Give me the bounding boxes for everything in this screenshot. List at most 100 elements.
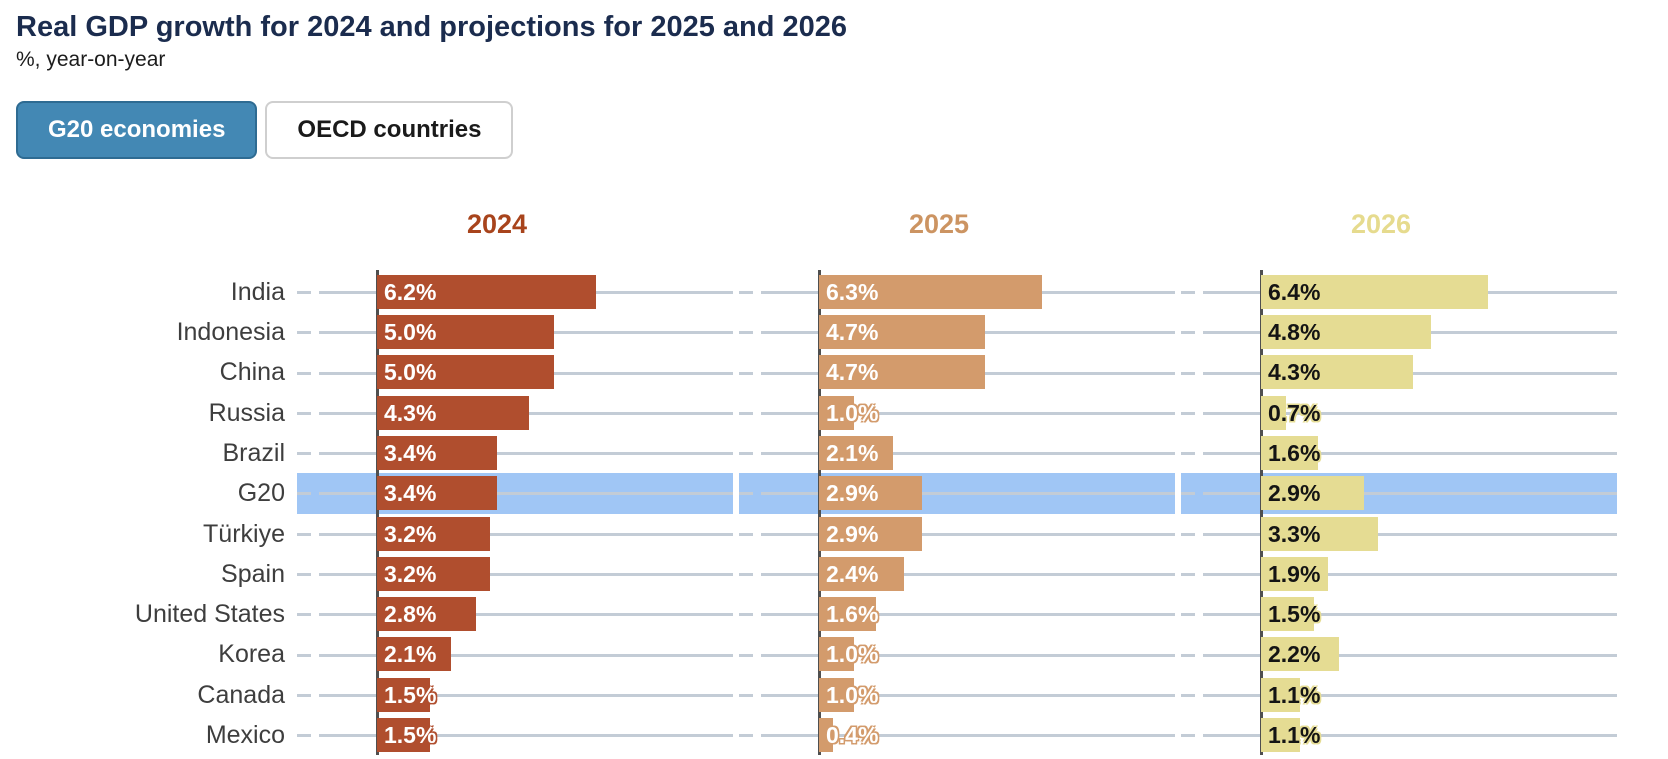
year-panel-2024: 2024 6.2% 5.0% 5.0% 4.3% 3.4% 3.4% 3.2% 3.2% 2.8%… — [297, 207, 739, 756]
row-grid-line — [319, 492, 733, 496]
toggle-oecd-countries[interactable]: OECD countries — [265, 100, 514, 159]
panel-rows: 6.2% 5.0% 5.0% 4.3% 3.4% 3.4% 3.2% 3.2% 2.8% 2.1%… — [297, 269, 739, 756]
bar: 1.0% — [819, 395, 878, 430]
bar: 3.4% — [377, 435, 498, 470]
row-grid-line-dash — [739, 532, 753, 536]
bar-value-label: 1.1% — [1268, 722, 1321, 749]
bar: 6.2% — [377, 274, 597, 309]
row-grid-line — [761, 653, 1175, 657]
bar-row: 0.7% — [1181, 393, 1623, 433]
bar-value-label: 4.3% — [1268, 359, 1321, 386]
bar-value-label: 4.7% — [826, 359, 879, 386]
bar-value-label: 1.5% — [384, 681, 437, 708]
row-grid-line — [319, 734, 733, 738]
bar-row: 4.7% — [739, 312, 1181, 352]
bar-value-label: 1.6% — [1268, 439, 1321, 466]
year-header: 2025 — [908, 208, 970, 239]
bar-value-label: 1.6% — [826, 601, 879, 628]
row-grid-line — [761, 452, 1175, 456]
row-grid-line-dash — [739, 371, 753, 375]
country-label: Spain — [221, 559, 285, 588]
row-grid-line-dash — [1181, 331, 1195, 335]
row-grid-line-dash — [1181, 653, 1195, 657]
row-grid-line-dash — [739, 411, 753, 415]
bar-row: 2.2% — [1181, 634, 1623, 674]
bar: 4.7% — [819, 355, 986, 390]
row-grid-line-dash — [297, 371, 311, 375]
axis-line — [818, 269, 821, 756]
row-grid-line-dash — [1181, 492, 1195, 496]
row-grid-line — [1203, 613, 1617, 617]
row-grid-line-dash — [297, 411, 311, 415]
bar-value-label: 5.0% — [384, 359, 437, 386]
bar-value-label: 2.9% — [1268, 480, 1321, 507]
bar-value-label: 3.2% — [384, 520, 437, 547]
bar-row: 1.6% — [1181, 433, 1623, 473]
bar-row: 1.5% — [297, 715, 739, 755]
bar-value-label: 1.9% — [1268, 560, 1321, 587]
bar-row: 2.9% — [1181, 473, 1623, 514]
bar: 5.0% — [377, 315, 554, 350]
bar: 2.9% — [819, 516, 922, 551]
row-grid-line-dash — [739, 693, 753, 697]
bar: 4.7% — [819, 315, 986, 350]
row-grid-line — [761, 613, 1175, 617]
country-label: India — [230, 277, 285, 306]
labels-head-spacer — [0, 207, 297, 241]
bar-value-label: 2.9% — [826, 480, 879, 507]
axis-line — [376, 269, 379, 756]
row-grid-line — [1203, 492, 1617, 496]
category-labels: India Indonesia China Russia Brazil G20 Türkiy… — [0, 272, 297, 756]
bar-row: 2.9% — [739, 473, 1181, 514]
row-grid-line-dash — [1181, 452, 1195, 456]
row-grid-line — [319, 653, 733, 657]
bar-row: 2.1% — [739, 433, 1181, 473]
country-label: Türkiye — [203, 519, 285, 548]
bar-row: 4.7% — [739, 352, 1181, 392]
bar-value-label: 6.4% — [1268, 278, 1321, 305]
bar-row: 5.0% — [297, 312, 739, 352]
dataset-toggle-group: G20 economies OECD countries — [0, 100, 1668, 159]
bar-value-label: 1.0% — [826, 681, 879, 708]
row-grid-line-dash — [739, 613, 753, 617]
row-grid-line-dash — [739, 492, 753, 496]
bar-row: 5.0% — [297, 352, 739, 392]
bar-value-label: 2.9% — [826, 520, 879, 547]
row-grid-line-dash — [1181, 693, 1195, 697]
bar: 2.4% — [819, 556, 904, 591]
bar-value-label: 3.4% — [384, 439, 437, 466]
bar-row: 0.4% — [739, 715, 1181, 755]
toggle-g20-economies[interactable]: G20 economies — [16, 100, 258, 159]
bar-row: 1.1% — [1181, 675, 1623, 715]
row-grid-line-dash — [739, 653, 753, 657]
bar-row: 1.1% — [1181, 715, 1623, 755]
panel-rows: 6.4% 4.8% 4.3% 0.7% 1.6% 2.9% 3.3% 1.9% 1.5% 2.2%… — [1181, 269, 1623, 756]
bar-value-label: 2.1% — [384, 641, 437, 668]
bar: 6.3% — [819, 274, 1043, 309]
row-grid-line — [761, 411, 1175, 415]
bar-row: 4.8% — [1181, 312, 1623, 352]
bar: 1.6% — [819, 597, 879, 632]
bar-value-label: 2.2% — [1268, 641, 1321, 668]
chart-header: Real GDP growth for 2024 and projections… — [0, 0, 1668, 72]
bar-row: 4.3% — [297, 393, 739, 433]
bar: 6.4% — [1261, 274, 1488, 309]
bar-value-label: 2.1% — [826, 439, 879, 466]
bar-value-label: 4.7% — [826, 319, 879, 346]
bar: 0.7% — [1261, 395, 1320, 430]
bar: 3.2% — [377, 556, 491, 591]
country-label: G20 — [237, 479, 285, 508]
country-label: China — [219, 358, 285, 387]
row-grid-line-dash — [1181, 573, 1195, 577]
page-subtitle: %, year-on-year — [16, 47, 166, 71]
bar: 3.2% — [377, 516, 491, 551]
bar-row: 1.5% — [1181, 594, 1623, 634]
bar: 0.4% — [819, 718, 878, 753]
bar: 1.6% — [1261, 435, 1321, 470]
row-grid-line-dash — [297, 734, 311, 738]
bar: 3.4% — [377, 476, 498, 511]
bar: 2.9% — [819, 476, 922, 511]
row-grid-line — [319, 573, 733, 577]
bar-value-label: 4.3% — [384, 399, 437, 426]
bar-value-label: 4.8% — [1268, 319, 1321, 346]
